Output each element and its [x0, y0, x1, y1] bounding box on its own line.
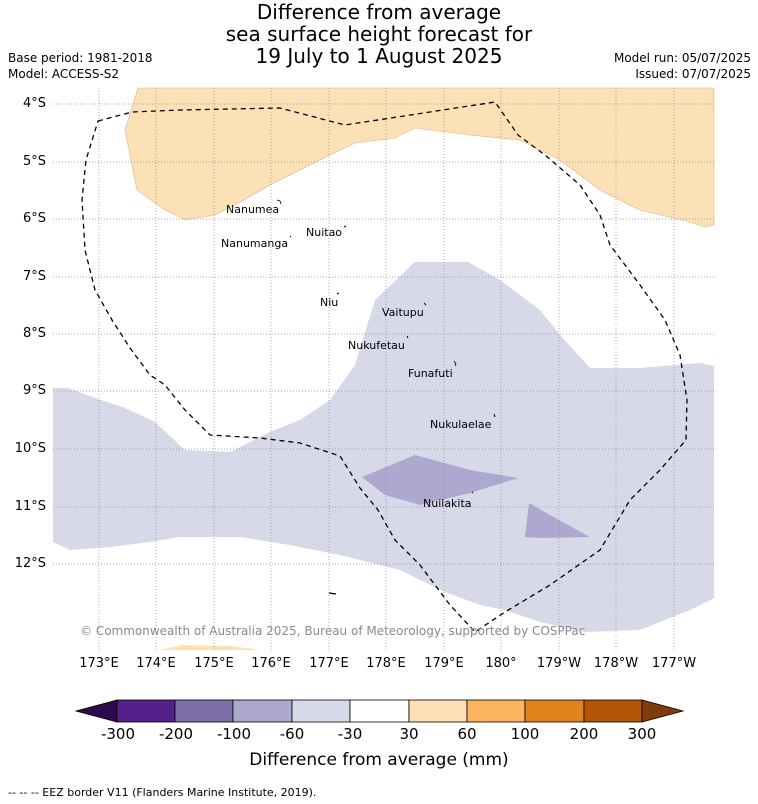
place-label: Nanumea	[226, 203, 280, 216]
place-label: Vaitupu	[382, 306, 424, 319]
lat-label: 12°S	[14, 556, 46, 571]
issued-date: Issued: 07/07/2025	[635, 67, 751, 81]
colorbar-label: 300	[627, 725, 657, 743]
eez-legend-note: -- -- -- EEZ border V11 (Flanders Marine…	[8, 786, 317, 799]
colorbar-label: 200	[569, 725, 599, 743]
lon-label: 179°E	[424, 656, 464, 671]
model-name: Model: ACCESS-S2	[8, 67, 120, 81]
island-markers	[276, 199, 496, 595]
anomaly-positive-north	[124, 87, 715, 228]
lon-label: 176°E	[251, 656, 291, 671]
place-label: Niu	[320, 296, 339, 309]
place-label: Funafuti	[408, 367, 453, 380]
lat-label: 6°S	[22, 211, 46, 226]
lat-label: 11°S	[14, 499, 46, 514]
lon-label: 175°E	[194, 656, 234, 671]
lat-label: 10°S	[14, 441, 46, 456]
lon-label: 174°E	[136, 656, 176, 671]
lon-label: 177°E	[309, 656, 349, 671]
anomaly-negative-band	[53, 262, 714, 632]
eez-border	[81, 101, 688, 633]
colorbar-label: 60	[457, 725, 477, 743]
lat-label: 5°S	[22, 154, 46, 169]
colorbar-label: 30	[399, 725, 419, 743]
title-line-1: Difference from average	[256, 0, 502, 24]
base-period: Base period: 1981-2018	[8, 51, 153, 65]
lat-label: 4°S	[22, 96, 46, 111]
lon-label: 179°W	[536, 656, 582, 671]
colorbar-label: -100	[216, 725, 252, 743]
colorbar-label: 100	[510, 725, 540, 743]
lon-label: 180°	[485, 656, 517, 671]
gridlines	[53, 88, 714, 650]
colorbar-label: -200	[158, 725, 194, 743]
place-label: Nukufetau	[348, 339, 405, 352]
lat-label: 9°S	[22, 383, 46, 398]
title-line-3: 19 July to 1 August 2025	[255, 44, 503, 68]
colorbar-label: -300	[100, 725, 136, 743]
lon-label: 178°W	[593, 656, 639, 671]
place-label: Nukulaelae	[430, 418, 492, 431]
anomaly-positive-south	[160, 645, 262, 650]
lon-label: 177°W	[651, 656, 697, 671]
copyright-notice: © Commonwealth of Australia 2025, Bureau…	[80, 624, 586, 638]
colorbar	[74, 699, 685, 723]
place-label: Nanumanga	[221, 237, 289, 250]
place-label: Nuitao	[306, 226, 343, 239]
lat-label: 7°S	[22, 269, 46, 284]
lon-label: 173°E	[79, 656, 119, 671]
anomaly-negative-patch-1	[362, 455, 518, 505]
lat-label: 8°S	[22, 326, 46, 341]
colorbar-title: Difference from average (mm)	[249, 750, 509, 770]
colorbar-label: -60	[279, 725, 305, 743]
title-line-2: sea surface height forecast for	[225, 22, 533, 46]
place-label: Nuilakita	[423, 497, 472, 510]
colorbar-label: -30	[337, 725, 363, 743]
model-run: Model run: 05/07/2025	[613, 51, 751, 65]
lon-label: 178°E	[366, 656, 406, 671]
anomaly-negative-patch-2	[525, 503, 590, 538]
